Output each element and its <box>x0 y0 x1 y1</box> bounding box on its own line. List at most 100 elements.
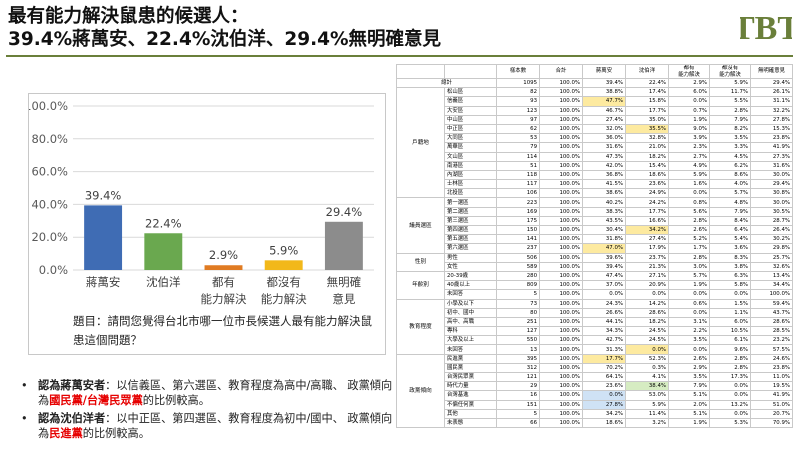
group-label: 政黨傾向 <box>396 353 445 429</box>
table-cell: 23.7% <box>625 252 669 263</box>
bar-value-label: 22.4% <box>145 216 182 230</box>
table-cell: 100.0% <box>539 371 583 383</box>
table-cell: 6.1% <box>709 335 751 346</box>
table-cell: 38.4% <box>625 381 669 392</box>
table-row: 第四選區 150 100.0% 30.4% 34.2% 2.6% 6.4% 26.4% <box>397 224 793 236</box>
table-cell: 3.9% <box>668 133 710 144</box>
table-cell: 0.0% <box>709 381 751 392</box>
row-label: 台灣民眾黨 <box>444 371 497 383</box>
table-cell: 18.2% <box>625 316 669 328</box>
column-header: 都有 能力解決 <box>668 64 710 79</box>
table-cell: 3.0% <box>668 261 710 272</box>
table-cell: 30.0% <box>750 169 793 181</box>
table-cell: 100.0% <box>539 362 583 374</box>
table-row: 信義區 93 100.0% 47.7% 15.8% 0.0% 5.5% 31.1% <box>397 96 793 107</box>
table-cell: 7.9% <box>709 206 751 217</box>
table-cell: 100.0% <box>539 399 583 410</box>
tbt-logo: TBT <box>740 10 792 46</box>
row-label: 其他 <box>444 408 497 419</box>
table-cell: 3.3% <box>709 142 751 153</box>
table-cell: 2.2% <box>668 326 710 337</box>
table-cell: 4.8% <box>709 197 751 208</box>
table-cell: 3.5% <box>668 371 710 383</box>
table-cell: 4.9% <box>668 160 710 171</box>
table-cell: 27.1% <box>625 270 669 282</box>
table-cell: 100.0% <box>539 114 583 125</box>
table-cell: 100.0% <box>539 344 583 355</box>
table-cell: 23.8% <box>750 133 793 144</box>
table-cell: 17.9% <box>625 243 669 254</box>
table-cell: 27.8% <box>582 399 626 410</box>
table-cell: 59.4% <box>750 298 793 309</box>
table-row: 其他 5 100.0% 34.2% 11.4% 5.1% 0.0% 20.7% <box>397 408 793 419</box>
table-cell: 16 <box>496 390 540 401</box>
table-cell: 29.8% <box>750 243 793 254</box>
row-label: 國民黨 <box>444 362 497 374</box>
table-cell: 31.6% <box>750 160 793 171</box>
table-cell: 10.5% <box>709 326 751 337</box>
table-cell: 93 <box>496 96 540 107</box>
row-label: 第二選區 <box>444 206 497 217</box>
table-cell: 28.7% <box>750 215 793 227</box>
row-label: 萬華區 <box>444 142 497 153</box>
table-cell: 23.8% <box>750 362 793 374</box>
row-label: 松山區 <box>444 87 497 98</box>
row-label: 小學及以下 <box>444 298 497 309</box>
table-cell: 47.0% <box>582 243 626 254</box>
table-cell: 2.8% <box>709 362 751 374</box>
table-cell: 100.0% <box>539 243 583 254</box>
group-label: 教育程度 <box>396 298 445 355</box>
row-label: 男性 <box>444 252 497 263</box>
table-cell: 24.2% <box>625 197 669 208</box>
table-cell: 17.4% <box>625 87 669 98</box>
table-cell: 0.0% <box>668 307 710 318</box>
table-row: 萬華區 79 100.0% 31.6% 21.0% 2.3% 3.3% 41.9% <box>397 142 793 153</box>
column-header: 樣本數 <box>496 64 540 79</box>
table-cell: 395 <box>496 353 540 364</box>
table-cell: 22.4% <box>625 77 669 89</box>
table-cell: 73 <box>496 298 540 309</box>
table-cell: 100.0% <box>539 261 583 272</box>
table-cell: 0.0% <box>668 344 710 355</box>
finding-item: • 認為沈伯洋者：以中正區、第四選區、教育程度為初中/國中、 政黨傾向為民進黨的… <box>18 411 398 441</box>
table-cell: 13 <box>496 344 540 355</box>
table-cell: 6.0% <box>668 87 710 98</box>
table-cell: 39.6% <box>582 252 626 263</box>
survey-question: 題目：請問您覺得台北市哪一位市長候選人最有能力解決鼠患這個問題？ <box>73 314 372 347</box>
row-label: 大安區 <box>444 105 497 116</box>
table-cell: 36.0% <box>582 133 626 144</box>
table-cell: 29 <box>496 381 540 392</box>
table-cell: 0.6% <box>668 298 710 309</box>
row-label: 中正區 <box>444 123 497 135</box>
table-row: 文山區 114 100.0% 47.3% 18.2% 2.7% 4.5% 27.3% <box>397 151 793 162</box>
table-cell: 550 <box>496 335 540 346</box>
row-label: 北投區 <box>444 188 497 199</box>
finding-item: • 認為蔣萬安者：以信義區、第六選區、教育程度為高中/高職、 政黨傾向為國民黨/… <box>18 378 398 408</box>
table-row: 高中、高職 251 100.0% 44.1% 18.2% 3.1% 6.0% 28.6% <box>397 316 793 328</box>
table-cell: 100.0% <box>539 133 583 144</box>
table-cell: 11.7% <box>709 87 751 98</box>
table-cell: 2.3% <box>668 142 710 153</box>
table-cell: 20.7% <box>750 408 793 419</box>
row-label: 20-39歲 <box>444 270 497 282</box>
row-label: 民進黨 <box>444 353 497 364</box>
row-label: 初中、國中 <box>444 307 497 318</box>
table-cell: 150 <box>496 224 540 236</box>
table-cell: 15.4% <box>625 160 669 171</box>
table-cell: 27.4% <box>625 234 669 245</box>
table-row: 台灣民眾黨 121 100.0% 64.1% 4.1% 3.5% 17.3% 11.0% <box>397 371 793 383</box>
table-row: 未表態 66 100.0% 18.6% 3.2% 1.9% 5.3% 70.9% <box>397 417 793 429</box>
table-cell: 17.7% <box>582 353 626 364</box>
table-cell: 5 <box>496 289 540 300</box>
table-row: 未回答 13 100.0% 31.3% 0.0% 0.0% 9.6% 57.5% <box>397 344 793 355</box>
table-cell: 3.5% <box>709 133 751 144</box>
table-cell: 100.0% <box>539 142 583 153</box>
table-cell: 118 <box>496 169 540 181</box>
table-cell: 25.7% <box>750 252 793 263</box>
table-cell: 35.0% <box>625 114 669 125</box>
finding-text-end: 的比例較高。 <box>142 394 210 407</box>
table-row: 台灣基進 16 100.0% 0.0% 53.0% 5.1% 0.0% 41.9% <box>397 390 793 401</box>
table-cell: 23.6% <box>625 179 669 190</box>
table-cell: 37.0% <box>582 280 626 291</box>
table-cell: 40.2% <box>582 197 626 208</box>
